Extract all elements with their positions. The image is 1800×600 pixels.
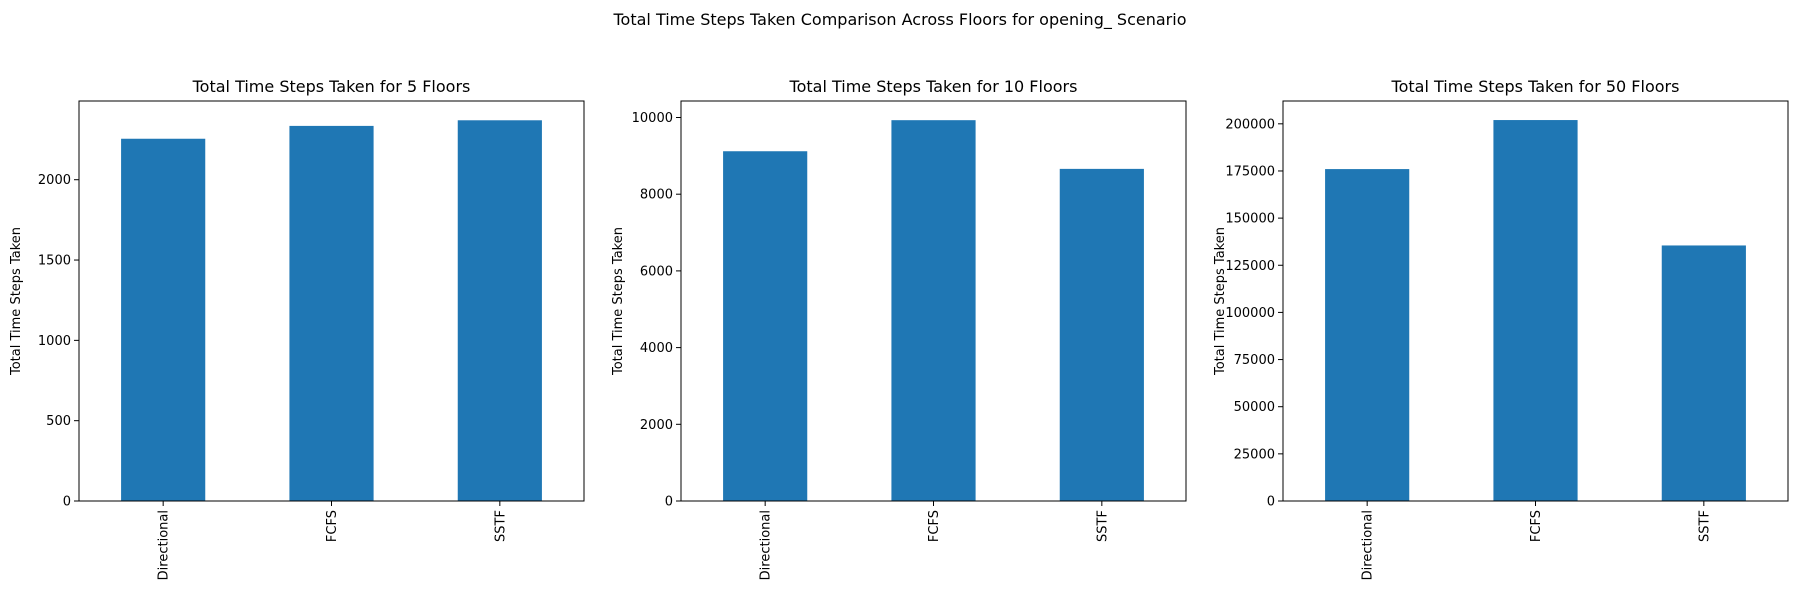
y-tick-label: 1500 bbox=[38, 254, 71, 269]
y-tick-label: 1000 bbox=[38, 334, 71, 349]
y-tick-label: 0 bbox=[665, 495, 673, 510]
x-tick-label: FCFS bbox=[927, 510, 942, 542]
y-axis-label: Total Time Steps Taken bbox=[1213, 227, 1228, 376]
panel-title: Total Time Steps Taken for 10 Floors bbox=[789, 77, 1078, 96]
bar-fcfs bbox=[891, 120, 975, 501]
bar-directional bbox=[723, 151, 807, 501]
bar-directional bbox=[121, 139, 205, 501]
figure-suptitle: Total Time Steps Taken Comparison Across… bbox=[613, 10, 1187, 30]
x-tick-label: Directional bbox=[157, 510, 172, 580]
subplot-2: Total Time Steps Taken for 10 Floors Tota… bbox=[611, 77, 1186, 580]
x-tick-label: Directional bbox=[759, 510, 774, 580]
y-tick-label: 4000 bbox=[640, 341, 673, 356]
bar-sstf bbox=[1060, 169, 1144, 501]
panel-title: Total Time Steps Taken for 5 Floors bbox=[192, 77, 471, 96]
x-tick-label: SSTF bbox=[1697, 510, 1712, 542]
bar-sstf bbox=[458, 120, 542, 501]
x-tick-label: SSTF bbox=[493, 510, 508, 542]
y-tick-label: 100000 bbox=[1225, 306, 1275, 321]
y-tick-label: 2000 bbox=[38, 173, 71, 188]
y-axis-label: Total Time Steps Taken bbox=[9, 227, 24, 376]
bar-fcfs bbox=[1493, 120, 1577, 501]
y-tick-label: 6000 bbox=[640, 264, 673, 279]
y-axis-label: Total Time Steps Taken bbox=[611, 227, 626, 376]
y-tick-label: 200000 bbox=[1225, 117, 1275, 132]
y-tick-label: 10000 bbox=[632, 111, 673, 126]
y-tick-label: 50000 bbox=[1234, 400, 1275, 415]
subplot-1: Total Time Steps Taken for 5 Floors Total… bbox=[9, 77, 584, 580]
bar-fcfs bbox=[289, 126, 373, 501]
y-tick-label: 8000 bbox=[640, 188, 673, 203]
x-tick-label: FCFS bbox=[325, 510, 340, 542]
bar-directional bbox=[1325, 169, 1409, 501]
x-tick-label: Directional bbox=[1361, 510, 1376, 580]
y-tick-label: 75000 bbox=[1234, 353, 1275, 368]
y-tick-label: 25000 bbox=[1234, 447, 1275, 462]
x-tick-label: SSTF bbox=[1095, 510, 1110, 542]
subplot-3: Total Time Steps Taken for 50 Floors Tota… bbox=[1213, 77, 1788, 580]
y-tick-label: 150000 bbox=[1225, 212, 1275, 227]
y-tick-label: 125000 bbox=[1225, 259, 1275, 274]
y-tick-label: 0 bbox=[63, 495, 71, 510]
x-tick-label: FCFS bbox=[1529, 510, 1544, 542]
y-tick-label: 500 bbox=[46, 414, 71, 429]
panel-title: Total Time Steps Taken for 50 Floors bbox=[1391, 77, 1680, 96]
y-tick-label: 2000 bbox=[640, 418, 673, 433]
y-tick-label: 175000 bbox=[1225, 164, 1275, 179]
bar-sstf bbox=[1662, 245, 1746, 501]
y-tick-label: 0 bbox=[1267, 495, 1275, 510]
